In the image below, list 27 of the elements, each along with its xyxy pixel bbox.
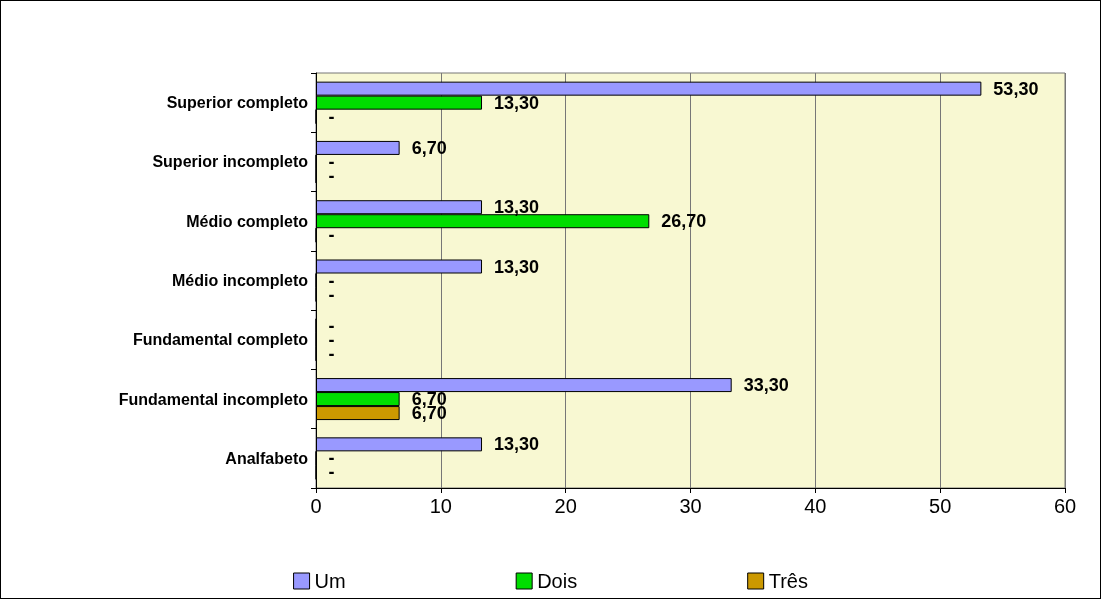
y-tick-label: Analfabeto [225, 449, 309, 467]
x-tick-label: 50 [929, 495, 952, 517]
y-tick-label: Fundamental completo [132, 331, 309, 349]
data-label: 13,30 [494, 256, 540, 277]
data-label: 13,30 [494, 434, 540, 455]
data-label: 13,30 [494, 92, 540, 113]
data-label: 6,70 [411, 137, 447, 158]
x-tick-label: 20 [554, 495, 577, 517]
y-tick-label: Médio incompleto [172, 272, 309, 289]
data-label: - [328, 225, 335, 246]
x-tick-label: 0 [310, 495, 322, 517]
legend-label: Dois [537, 570, 578, 592]
x-tick-label: 60 [1053, 495, 1077, 517]
data-label: 33,30 [743, 375, 789, 396]
x-tick-label: 30 [679, 495, 702, 517]
data-label: - [328, 106, 335, 127]
x-tick-label: 40 [804, 495, 827, 517]
y-tick-label: Fundamental incompleto [118, 390, 309, 408]
legend-label: Um [314, 570, 346, 592]
data-label: 53,30 [993, 78, 1039, 99]
y-tick-label: Superior incompleto [152, 153, 309, 171]
y-tick-label: Superior completo [166, 94, 309, 112]
legend-label: Três [768, 570, 808, 592]
y-tick-label: Médio completo [186, 212, 309, 230]
data-label: 13,30 [494, 197, 540, 218]
data-label: 26,70 [661, 211, 707, 232]
x-tick-label: 10 [429, 495, 452, 517]
